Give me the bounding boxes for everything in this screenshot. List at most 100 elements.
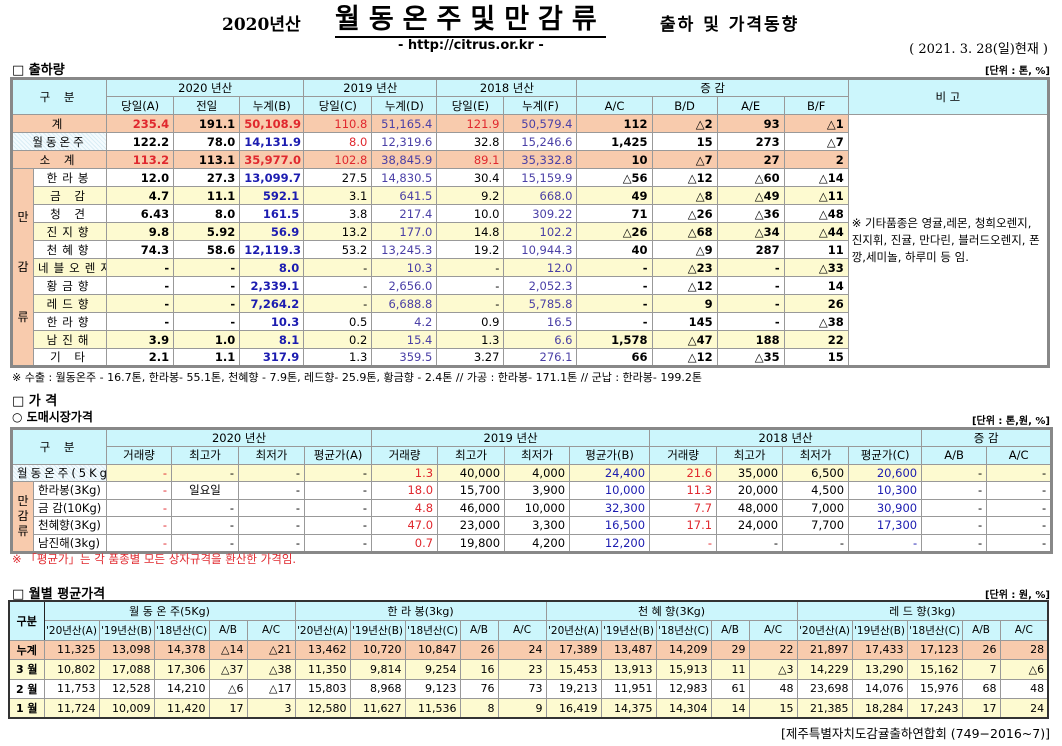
cell-value: 287 [716,240,785,259]
cell-value: 1,578 [576,330,653,349]
cell-value: △8 [651,186,718,205]
row-label: 1 월 [8,698,45,719]
column-header: A/C [497,620,547,641]
column-header: A/E [716,96,785,115]
row-label: 한라향 [33,312,108,331]
website-url[interactable]: - http://citrus.or.kr - [398,38,544,53]
cell-value: 20,600 [848,463,923,482]
cell-value: 71 [576,204,653,223]
column-header: A/C [748,620,798,641]
remark-cell: ※ 기타품종은 영귤,레몬, 청희오렌지, 진지휘, 진귤, 만다린, 블러드오… [847,114,1050,367]
row-label: 네블오렌지 [33,258,108,277]
table-row: 계 235.4 191.1 50,108.9 110.8 51,165.4 121.9 50,… [10,114,1050,367]
cell-value: △12 [651,168,718,187]
cell-value: - [238,481,306,500]
cell-value: 10,847 [404,639,461,660]
cell-value: 15 [783,348,849,367]
column-header: 최저가 [504,446,571,465]
table-row: 금 감 4.7 11.1 592.1 3.1 641.5 9.2 668.0 49 △8 △49 △1… [12,186,1049,205]
column-header: A/B [710,620,750,641]
cell-value: - [986,516,1053,535]
table-row: 천혜향 74.3 58.6 12,119.3 53.2 13,245.3 19.2 10,94… [12,240,1049,259]
cell-value: 191.1 [173,114,241,133]
cell-value: - [238,516,306,535]
cell-value: 17 [961,698,1001,719]
cell-value: - [782,533,850,553]
cell-value: - [304,516,373,535]
cell-value: 14 [710,698,750,719]
cell-value: △21 [246,639,296,660]
cell-value: 13,487 [600,639,657,660]
row-label: 천혜향(3Kg) [32,516,108,535]
cell-value: - [576,312,653,331]
cell-value: 2,656.0 [371,276,438,295]
row-label: 2 월 [8,678,45,699]
column-header: 거래량 [371,446,439,465]
cell-value: △17 [246,678,296,699]
cell-value: - [921,498,988,517]
cell-value: 7.7 [649,498,718,517]
cell-value: 592.1 [239,186,305,205]
row-label: 금 감(10Kg) [32,498,108,517]
cell-value: - [304,498,373,517]
cell-value: 23,000 [437,516,506,535]
cell-value: 1,425 [576,132,653,151]
row-label: 남진해(3kg) [32,533,108,553]
cell-value: 7,700 [782,516,850,535]
cell-value: 30.4 [436,168,505,187]
year-group-header: 2018 년산 [649,428,923,447]
column-header: A/B [208,620,248,641]
cell-value: 7 [961,659,1001,680]
cell-value: 113.2 [106,150,175,169]
cell-value: △44 [783,222,849,241]
cell-value: 58.6 [173,240,241,259]
cell-value: 16 [459,659,499,680]
monthly-price-table: 구분 월 동 온 주(5Kg) 한 라 봉(3kg) 천 혜 향(3Kg) 레 드 향(… [8,600,1050,719]
cell-value: 2.1 [106,348,175,367]
cell-value: - [576,294,653,313]
cell-value: 26 [459,639,499,660]
header-row: 구분 월 동 온 주(5Kg) 한 라 봉(3kg) 천 혜 향(3Kg) 레 드 향(… [8,600,1049,641]
cell-value: - [986,463,1053,482]
cell-value: 35,332.8 [503,150,578,169]
monthly-section-title: □ 월별 평균가격 [12,587,106,602]
cell-value: 12,119.3 [239,240,305,259]
row-label: 누계 [8,639,45,660]
cell-value: 7,264.2 [239,294,305,313]
cell-value: 22 [783,330,849,349]
cell-value: - [106,312,175,331]
page-title: 월동온주및만감류 [335,4,606,38]
cell-value: 17.1 [649,516,718,535]
cell-value: 121.9 [436,114,505,133]
cell-value: 4.8 [371,498,439,517]
cell-value: △35 [716,348,785,367]
cell-value: 17,306 [153,659,210,680]
row-label: 소 계 [10,150,108,169]
title-year: 2020년산 [222,15,301,35]
cell-value: 51,165.4 [371,114,438,133]
cell-value: 10,944.3 [503,240,578,259]
cell-value: 24,000 [716,516,784,535]
cell-value: △60 [716,168,785,187]
cell-value: 3.1 [303,186,373,205]
cell-value: - [106,276,175,295]
cell-value: - [921,516,988,535]
cell-value: 9,254 [404,659,461,680]
cell-value: 14,076 [851,678,908,699]
cell-value: 11 [783,240,849,259]
table-row: 만 감 류 한라봉 12.0 27.3 13,099.7 27.5 14,830.5 30.4… [10,168,1049,367]
cell-value: - [106,533,173,553]
row-label: 남진해 [33,330,108,349]
cell-value: - [303,258,373,277]
category-header: 구 분 [10,78,108,115]
cell-value: 15,803 [294,678,351,699]
cell-value: - [106,498,173,517]
cell-value: 8,968 [349,678,406,699]
cell-value: 8.1 [239,330,305,349]
column-header: 최저가 [238,446,306,465]
cell-value: 28 [999,639,1049,660]
cell-value: 11,325 [43,639,100,660]
cell-value: 15,159.9 [503,168,578,187]
cell-value: 7,000 [782,498,850,517]
